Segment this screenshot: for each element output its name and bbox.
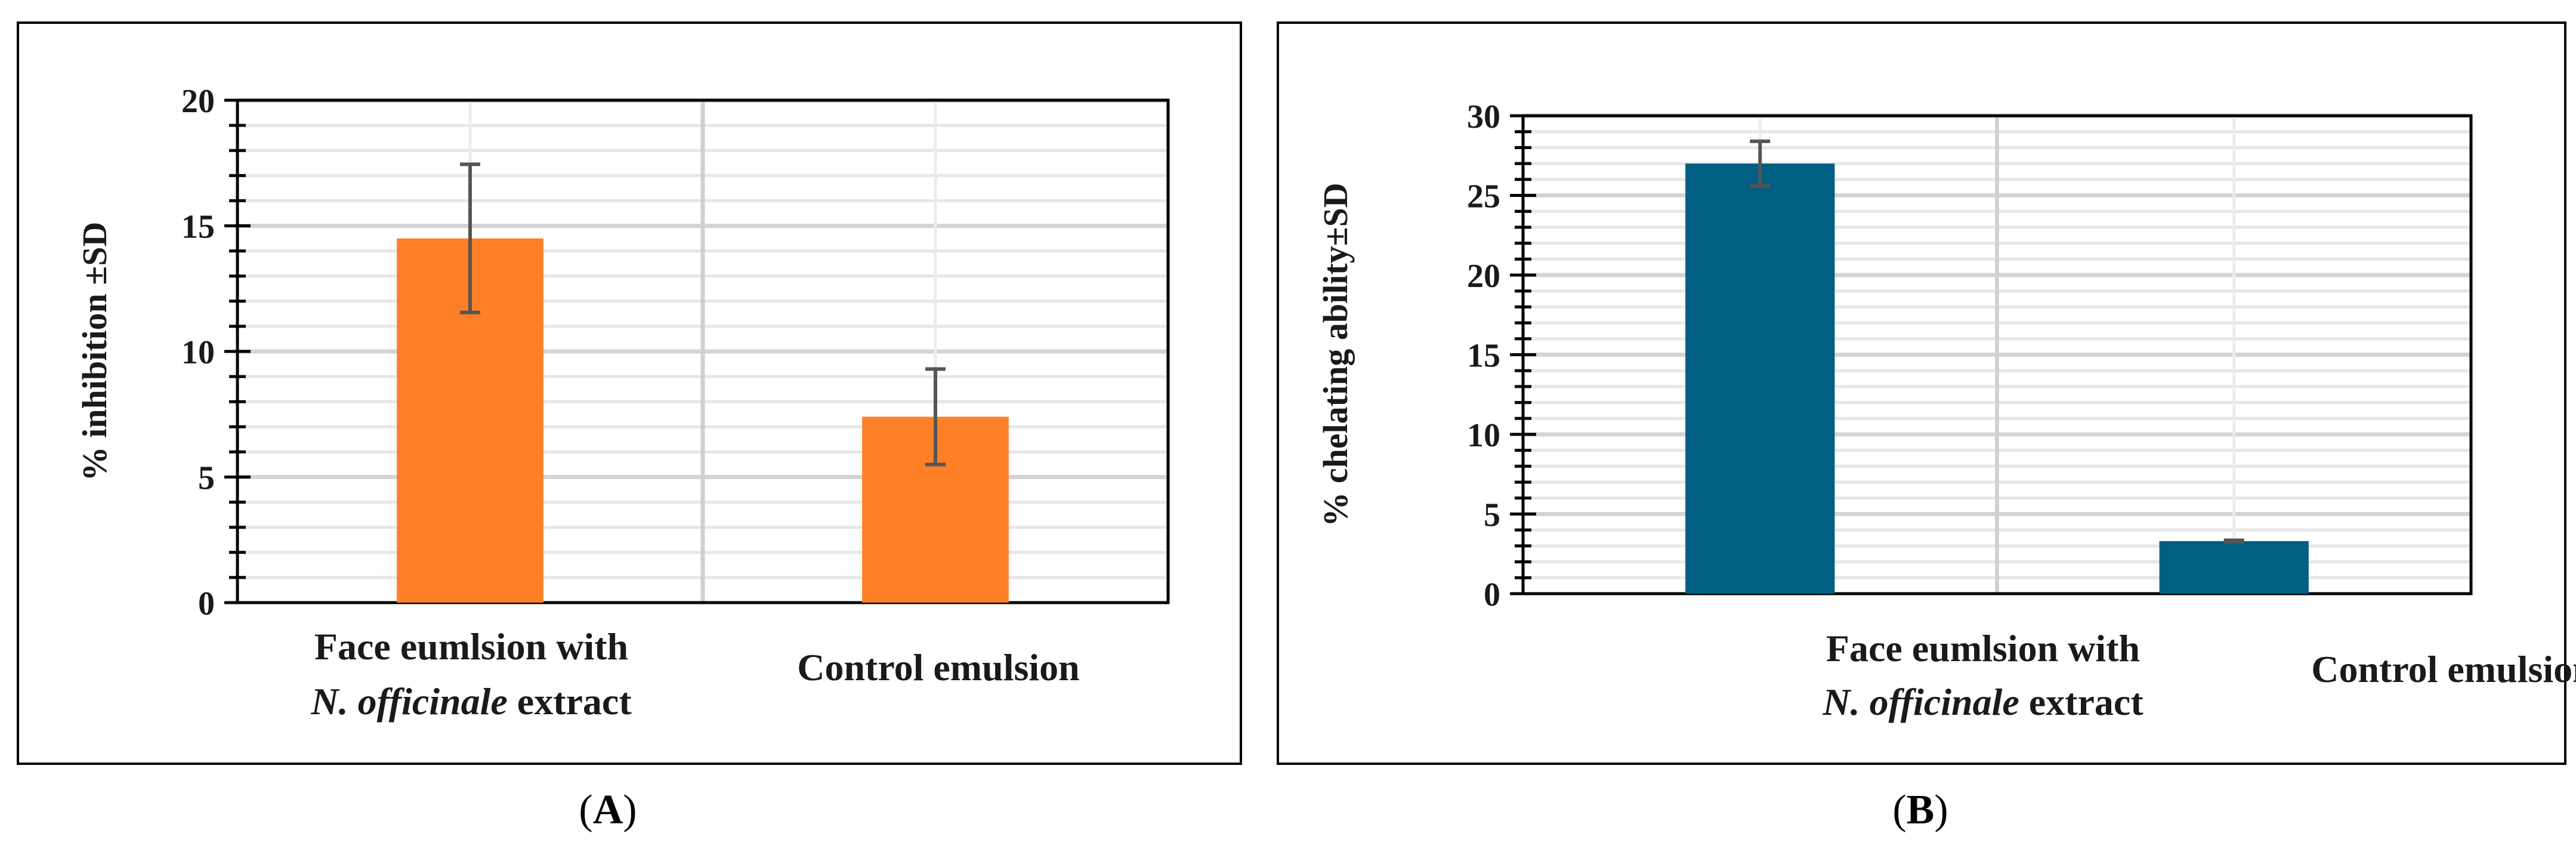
panel-caption: (A) [579, 787, 637, 833]
x-category-label: Face eumlsion with [1826, 627, 2140, 669]
y-tick-label: 0 [1484, 576, 1500, 613]
panel-b-frame [1277, 21, 2566, 765]
x-category-label-line2: N. officinale extract [310, 680, 632, 723]
caption-open-paren: ( [1892, 787, 1906, 833]
bar-1 [1685, 163, 1835, 594]
y-tick-label: 20 [1467, 258, 1500, 295]
bar-2 [2159, 541, 2309, 594]
y-tick-label: 20 [181, 83, 215, 120]
panel-a: 0 5 10 15 20 % inhibition ±SD Face eumlsion wi… [17, 21, 1242, 833]
y-tick-label: 15 [181, 209, 215, 246]
x-category-label: Face eumlsion with [314, 625, 628, 668]
label-suffix: extract [508, 680, 632, 723]
panel-b: 0 5 10 15 20 25 30 % chelating ability±SD Face e… [1277, 21, 2576, 833]
x-category-label: Control emulsion [2311, 648, 2576, 690]
error-bar-2 [925, 367, 946, 467]
y-tick-label: 15 [1467, 338, 1500, 375]
y-tick-label: 25 [1467, 178, 1500, 215]
y-tick-label: 5 [198, 460, 215, 497]
x-category-label-line2: N. officinale extract [1822, 681, 2143, 723]
panel-caption: (B) [1892, 787, 1948, 833]
y-axis-label: % inhibition ±SD [75, 222, 114, 482]
y-tick-label: 10 [1467, 417, 1500, 454]
caption-open-paren: ( [579, 787, 592, 833]
panel-a-frame [17, 21, 1242, 765]
y-tick-label: 30 [1467, 98, 1500, 135]
y-axis-label: % chelating ability±SD [1316, 183, 1355, 526]
caption-letter: B [1907, 787, 1935, 833]
y-tick-label: 5 [1484, 497, 1500, 534]
caption-close-paren: ) [1934, 787, 1948, 833]
x-category-label: Control emulsion [797, 646, 1080, 689]
y-tick-label: 0 [198, 585, 215, 622]
label-suffix: extract [2019, 681, 2144, 723]
error-bar-1 [1750, 139, 1771, 188]
caption-letter: A [593, 787, 623, 833]
error-bar-2 [2223, 538, 2244, 544]
species-name: N. officinale [310, 680, 507, 723]
caption-close-paren: ) [623, 787, 637, 833]
error-bar-1 [460, 162, 480, 314]
y-tick-label: 10 [181, 334, 215, 371]
species-name: N. officinale [1822, 681, 2019, 723]
